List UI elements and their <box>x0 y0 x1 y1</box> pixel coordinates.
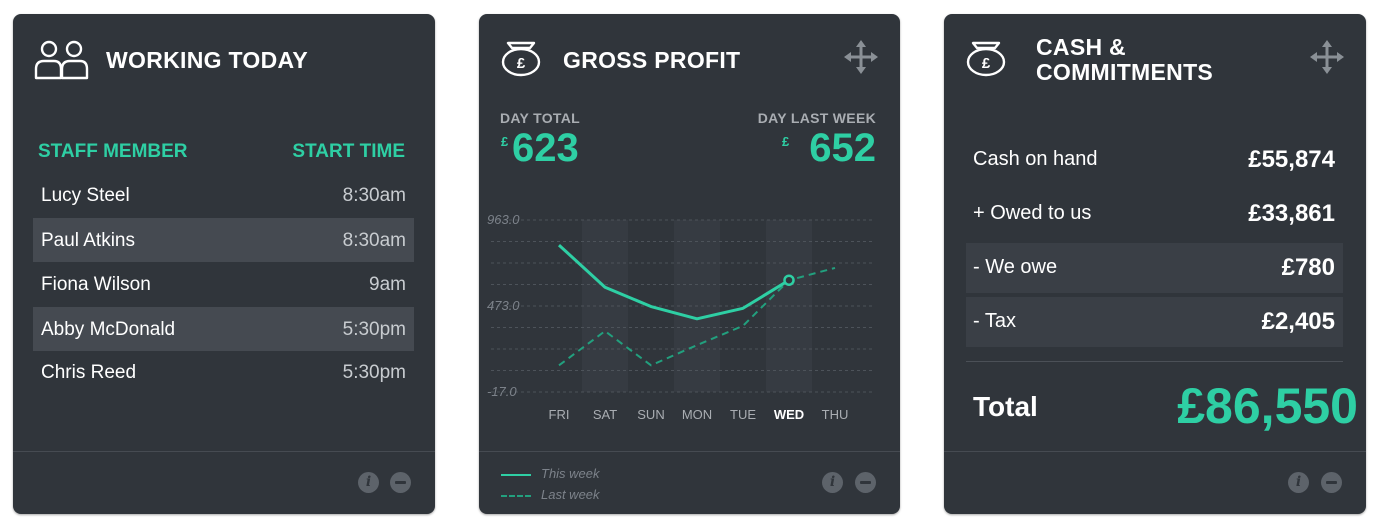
y-axis-tick-label: -17.0 <box>487 384 517 399</box>
currency-symbol: £ <box>782 134 790 149</box>
legend-swatch-this-week <box>501 474 531 476</box>
svg-text:£: £ <box>982 55 991 72</box>
start-time: 5:30pm <box>342 362 406 383</box>
cash-row-value: £780 <box>1281 254 1335 281</box>
cash-commitments-widget: £ CASH & COMMITMENTS Cash on hand £55,87… <box>944 14 1366 514</box>
start-time: 8:30am <box>342 185 406 206</box>
day-total-label: DAY TOTAL <box>500 110 580 126</box>
working-today-widget: WORKING TODAY STAFF MEMBER START TIME Lu… <box>13 14 435 514</box>
table-row: Fiona Wilson 9am <box>33 262 414 306</box>
start-time: 8:30am <box>342 230 406 251</box>
day-total-value: 623 <box>512 126 579 170</box>
move-icon[interactable] <box>1310 40 1344 74</box>
money-bag-icon: £ <box>501 41 541 77</box>
cash-row-label: - We owe <box>973 256 1058 278</box>
widget-footer: i <box>944 451 1366 514</box>
staff-name: Fiona Wilson <box>41 274 151 295</box>
table-row: Lucy Steel 8:30am <box>33 173 414 217</box>
day-last-week-value: 652 <box>809 126 876 170</box>
divider <box>966 361 1343 362</box>
staff-name: Paul Atkins <box>41 230 135 251</box>
x-axis-tick-label: FRI <box>549 407 570 422</box>
total-value: £86,550 <box>1177 378 1358 434</box>
total-label: Total <box>973 391 1038 422</box>
day-last-week-label: DAY LAST WEEK <box>757 110 876 126</box>
money-bag-icon: £ <box>966 41 1006 77</box>
table-row: Chris Reed 5:30pm <box>33 350 414 394</box>
start-time: 9am <box>369 274 406 295</box>
staff-name: Lucy Steel <box>41 185 130 206</box>
cash-row: Cash on hand £55,874 <box>966 135 1343 185</box>
x-axis-tick-label: SUN <box>637 407 664 422</box>
cash-row: - Tax £2,405 <box>966 297 1343 347</box>
staff-name: Abby McDonald <box>41 319 176 340</box>
x-axis-tick-label: WED <box>774 407 804 422</box>
staff-icon <box>34 40 89 80</box>
cash-row-value: £55,874 <box>1248 146 1335 173</box>
widget-footer: i <box>13 451 435 514</box>
series-line-this-week <box>557 243 790 321</box>
remove-widget-icon[interactable] <box>390 472 411 493</box>
x-axis-tick-label: TUE <box>730 407 756 422</box>
cash-row: + Owed to us £33,861 <box>966 189 1343 239</box>
legend-label-last-week: Last week <box>541 487 600 502</box>
start-time: 5:30pm <box>342 319 406 340</box>
widget-title: GROSS PROFIT <box>563 47 741 73</box>
cash-row-label: + Owed to us <box>973 202 1092 224</box>
widget-title: WORKING TODAY <box>106 47 308 73</box>
cash-row-value: £33,861 <box>1248 200 1335 227</box>
series-point-highlight <box>783 274 795 286</box>
widget-footer: This week Last week i <box>479 451 900 514</box>
info-icon[interactable]: i <box>1288 472 1309 493</box>
remove-widget-icon[interactable] <box>855 472 876 493</box>
remove-widget-icon[interactable] <box>1321 472 1342 493</box>
gross-profit-chart: 963.0 473.0 -17.0 FRI SAT SUN MON TUE WED THU <box>487 212 874 422</box>
x-axis-tick-label: MON <box>682 407 712 422</box>
column-header-staff: STAFF MEMBER <box>38 141 188 162</box>
widget-title-line-1: CASH & <box>1036 34 1126 60</box>
legend-swatch-last-week <box>501 495 531 497</box>
column-header-start-time: START TIME <box>292 141 405 162</box>
cash-row-value: £2,405 <box>1261 308 1335 335</box>
x-axis-tick-label: THU <box>822 407 849 422</box>
legend-label-this-week: This week <box>541 466 600 481</box>
cash-row: - We owe £780 <box>966 243 1343 293</box>
info-icon[interactable]: i <box>822 472 843 493</box>
info-icon[interactable]: i <box>358 472 379 493</box>
x-axis-tick-label: SAT <box>593 407 617 422</box>
move-icon[interactable] <box>844 40 878 74</box>
y-axis-tick-label: 963.0 <box>487 212 520 227</box>
svg-text:£: £ <box>517 55 526 72</box>
cash-row-label: Cash on hand <box>973 148 1098 170</box>
widget-title-line-2: COMMITMENTS <box>1036 59 1214 85</box>
table-row: Abby McDonald 5:30pm <box>33 307 414 351</box>
currency-symbol: £ <box>501 134 509 149</box>
cash-row-label: - Tax <box>973 310 1016 332</box>
y-axis-tick-label: 473.0 <box>487 298 520 313</box>
gross-profit-widget: £ GROSS PROFIT DAY TOTAL £ 623 DAY LAST … <box>479 14 900 514</box>
table-row: Paul Atkins 8:30am <box>33 218 414 262</box>
staff-name: Chris Reed <box>41 362 137 383</box>
